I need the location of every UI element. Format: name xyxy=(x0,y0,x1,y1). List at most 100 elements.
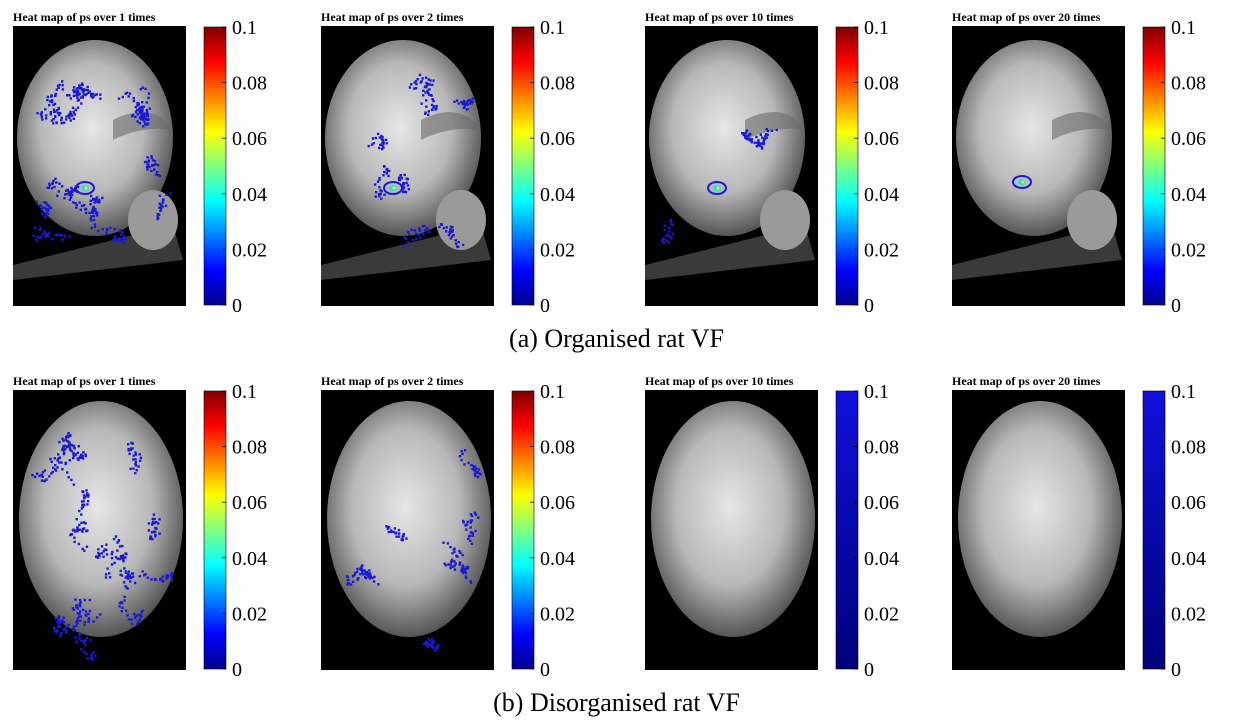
ps-point xyxy=(464,571,468,575)
ps-point xyxy=(95,212,98,215)
colorbar xyxy=(835,26,859,306)
ps-point xyxy=(431,83,434,87)
ps-point xyxy=(54,110,57,113)
ps-point xyxy=(80,513,83,516)
ps-point xyxy=(148,107,151,110)
ps-point xyxy=(377,583,380,586)
ps-point xyxy=(380,134,383,138)
ps-point xyxy=(134,115,137,119)
ps-point xyxy=(375,191,378,194)
ps-point xyxy=(468,534,471,538)
ps-point xyxy=(83,623,86,626)
ps-point xyxy=(758,142,761,145)
ps-point xyxy=(437,644,440,647)
ps-point xyxy=(87,493,90,497)
ps-point xyxy=(47,212,50,215)
ps-point xyxy=(76,607,79,610)
ps-point xyxy=(73,113,76,116)
ps-point xyxy=(120,239,123,242)
ps-point xyxy=(361,571,364,574)
ps-point xyxy=(124,556,127,559)
ps-point xyxy=(473,472,477,476)
ps-point xyxy=(122,235,126,238)
ps-point xyxy=(367,144,370,148)
ps-point xyxy=(363,569,366,572)
ps-point xyxy=(457,102,460,105)
ps-point xyxy=(83,549,86,552)
ps-point xyxy=(154,535,157,538)
ps-point xyxy=(122,241,126,245)
ps-point xyxy=(70,114,74,117)
panel-title: Heat map of ps over 1 times xyxy=(13,10,156,24)
ps-point xyxy=(93,225,97,229)
ps-point xyxy=(154,530,157,533)
ps-point xyxy=(134,110,138,113)
ps-point xyxy=(169,192,172,195)
ps-point xyxy=(670,237,673,240)
ps-point xyxy=(48,475,51,478)
ps-point xyxy=(395,531,398,535)
ps-point xyxy=(136,102,139,105)
ps-point xyxy=(98,198,101,201)
ps-point xyxy=(94,93,97,97)
ps-point xyxy=(380,190,383,193)
ps-point xyxy=(469,539,472,542)
heatmap-panel: Heat map of ps over 10 times 0 0.02 0.04 0.… xyxy=(645,374,945,681)
ps-point xyxy=(376,132,380,136)
ps-point xyxy=(748,139,751,142)
ps-point xyxy=(90,95,93,98)
colorbar xyxy=(203,390,227,670)
colorbar-tick-label: 0.08 xyxy=(540,73,575,95)
ps-point xyxy=(132,467,135,470)
ps-point xyxy=(95,196,99,199)
ps-point xyxy=(133,616,137,620)
ps-point xyxy=(454,239,457,242)
ps-point xyxy=(100,552,103,555)
ps-point xyxy=(105,548,108,552)
colorbar xyxy=(1142,26,1166,306)
ps-point xyxy=(76,612,79,615)
ps-point xyxy=(84,643,87,646)
ps-point xyxy=(82,650,86,654)
ps-point xyxy=(141,101,144,104)
ps-point xyxy=(70,443,73,446)
ps-point xyxy=(370,143,374,146)
ps-point xyxy=(470,514,474,518)
ps-point xyxy=(99,97,102,100)
ps-point xyxy=(146,122,150,125)
ps-point xyxy=(151,164,154,168)
ps-point xyxy=(60,461,63,464)
ps-point xyxy=(73,540,76,544)
ps-point xyxy=(162,580,165,583)
ps-point xyxy=(170,579,173,582)
ps-point xyxy=(158,206,161,209)
ps-point xyxy=(50,472,53,475)
ps-overlay xyxy=(345,449,482,652)
ps-point xyxy=(386,527,389,530)
ps-point xyxy=(74,202,77,205)
ps-point xyxy=(129,467,132,471)
ps-point xyxy=(73,536,76,539)
ps-point xyxy=(371,576,374,580)
ps-point xyxy=(113,227,116,231)
colorbar-tick-label: 0 xyxy=(1171,659,1181,681)
ps-point xyxy=(142,114,145,117)
ps-point xyxy=(48,100,52,103)
ps-point xyxy=(84,522,87,525)
ps-point xyxy=(151,538,154,541)
ps-point xyxy=(469,521,472,524)
ps-point xyxy=(70,478,73,482)
ps-point xyxy=(118,545,122,548)
ps-point xyxy=(140,117,143,121)
ps-point xyxy=(463,463,466,466)
ps-point xyxy=(399,174,403,177)
ps-point xyxy=(149,535,152,538)
ps-point xyxy=(383,170,386,174)
hotspot-ring xyxy=(707,181,727,195)
ps-point xyxy=(417,227,421,230)
colorbar-tick-label: 0.04 xyxy=(232,548,267,570)
ps-point xyxy=(744,134,747,137)
ps-point xyxy=(80,500,84,503)
ps-point xyxy=(380,137,383,140)
ps-point xyxy=(83,620,86,624)
